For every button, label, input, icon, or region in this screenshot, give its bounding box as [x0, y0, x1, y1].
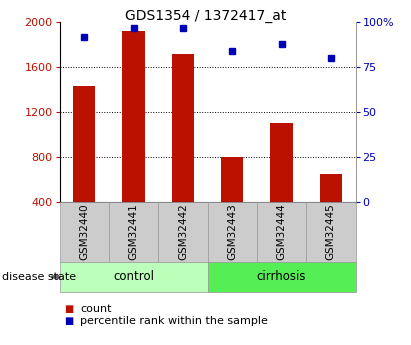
- Bar: [221, 157, 243, 202]
- Text: count: count: [80, 304, 112, 314]
- Text: ■: ■: [64, 316, 73, 326]
- Text: GSM32442: GSM32442: [178, 204, 188, 260]
- Text: GSM32445: GSM32445: [326, 204, 336, 260]
- Text: GDS1354 / 1372417_at: GDS1354 / 1372417_at: [125, 9, 286, 23]
- Text: GSM32443: GSM32443: [227, 204, 237, 260]
- Text: control: control: [113, 270, 154, 283]
- Bar: [270, 123, 293, 202]
- Text: GSM32441: GSM32441: [129, 204, 139, 260]
- Text: disease state: disease state: [2, 272, 76, 282]
- Text: ■: ■: [64, 304, 73, 314]
- Bar: [320, 174, 342, 202]
- Bar: [122, 31, 145, 202]
- Bar: [73, 86, 95, 202]
- Text: GSM32444: GSM32444: [277, 204, 286, 260]
- Text: percentile rank within the sample: percentile rank within the sample: [80, 316, 268, 326]
- Text: cirrhosis: cirrhosis: [257, 270, 306, 283]
- Text: GSM32440: GSM32440: [79, 204, 89, 260]
- Bar: [172, 54, 194, 202]
